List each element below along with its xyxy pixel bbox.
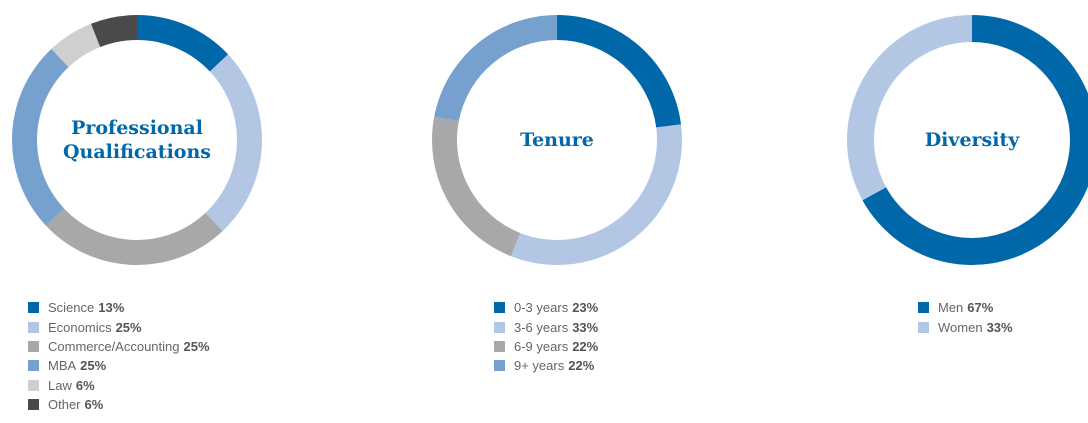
legend-value: 33% xyxy=(572,319,599,335)
legend-label: Women xyxy=(938,319,983,335)
legend-item: Other 6% xyxy=(28,395,210,414)
legend-item: 9+ years 22% xyxy=(494,356,598,375)
legend-swatch xyxy=(494,360,505,372)
legend-swatch xyxy=(28,340,39,352)
legend-label: 9+ years xyxy=(514,358,565,374)
center-label: Tenure xyxy=(520,129,594,151)
legend-item: 0-3 years 23% xyxy=(494,298,598,317)
legend-swatch xyxy=(28,321,39,333)
legend-label: Law xyxy=(48,377,72,393)
legend-value: 6% xyxy=(84,397,104,413)
legend: 0-3 years 23% 3-6 years 33% 6-9 years 22% 9+ y… xyxy=(494,298,598,376)
legend-label: 0-3 years xyxy=(514,300,569,316)
donut-segment xyxy=(11,48,69,226)
legend-value: 22% xyxy=(568,358,595,374)
donut-segment xyxy=(137,15,229,72)
legend-swatch xyxy=(918,321,929,333)
legend-item: Economics 25% xyxy=(28,317,210,336)
center-label: Diversity xyxy=(924,129,1020,151)
legend-value: 25% xyxy=(80,358,107,374)
donut-segment xyxy=(557,15,682,128)
donut-segment xyxy=(846,15,972,201)
legend-item: Commerce/Accounting 25% xyxy=(28,337,210,356)
legend-item: Science 13% xyxy=(28,298,210,317)
legend-swatch xyxy=(494,321,505,333)
legend: Science 13% Economics 25% Commerce/Accountin… xyxy=(28,298,210,414)
legend-value: 6% xyxy=(75,377,95,393)
legend-label: 6-9 years xyxy=(514,338,569,354)
legend: Men 67% Women 33% xyxy=(918,298,1013,337)
legend-value: 23% xyxy=(572,300,599,316)
donut-segment xyxy=(431,116,521,257)
legend-swatch xyxy=(28,379,39,391)
donut-segment xyxy=(51,23,101,68)
legend-swatch xyxy=(28,399,39,411)
donut-segment xyxy=(45,208,223,265)
legend-swatch xyxy=(494,340,505,352)
legend-item: MBA 25% xyxy=(28,356,210,375)
legend-label: Economics xyxy=(48,319,112,335)
donut-segment xyxy=(434,15,557,122)
legend-swatch xyxy=(28,360,39,372)
legend-item: 6-9 years 22% xyxy=(494,337,598,356)
legend-item: 3-6 years 33% xyxy=(494,317,598,336)
legend-label: Men xyxy=(938,300,964,316)
legend-swatch xyxy=(918,302,929,314)
legend-label: Other xyxy=(48,397,81,413)
legend-label: Commerce/Accounting xyxy=(48,338,180,354)
legend-value: 33% xyxy=(986,319,1013,335)
legend-value: 25% xyxy=(115,319,142,335)
legend-value: 25% xyxy=(183,338,210,354)
legend-label: 3-6 years xyxy=(514,319,569,335)
donut-segment xyxy=(510,124,683,265)
legend-swatch xyxy=(494,302,505,314)
legend-label: MBA xyxy=(48,358,77,374)
donut-segment xyxy=(90,15,137,48)
center-label: Professional Qualifications xyxy=(63,117,211,163)
legend-swatch xyxy=(28,302,39,314)
legend-value: 13% xyxy=(98,300,125,316)
legend-value: 22% xyxy=(572,338,599,354)
legend-item: Women 33% xyxy=(918,317,1013,336)
legend-item: Law 6% xyxy=(28,376,210,395)
donut-segment xyxy=(205,54,263,232)
legend-item: Men 67% xyxy=(918,298,1013,317)
legend-label: Science xyxy=(48,300,95,316)
legend-value: 67% xyxy=(967,300,994,316)
